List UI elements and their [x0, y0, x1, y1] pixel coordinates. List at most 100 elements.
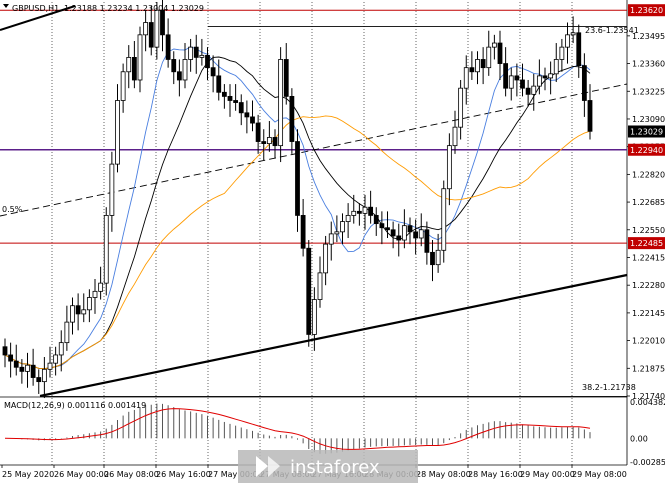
candle-body — [362, 206, 368, 214]
price-tick-label: 1.21740 — [632, 392, 665, 401]
mid-trendline — [0, 83, 628, 217]
candle-body — [233, 100, 239, 103]
price-badge — [628, 125, 665, 138]
chart-menu-icon[interactable] — [3, 4, 9, 8]
ohlc-label: 1.23188 1.23234 1.23004 1.23029 — [64, 4, 204, 13]
candle-body — [446, 145, 452, 190]
time-tick-label: 27 May 00:00 — [208, 470, 263, 479]
time-tick-label: 28 May 08:00 — [416, 470, 471, 479]
candle-body — [435, 249, 441, 266]
candle-body — [565, 34, 570, 48]
candle-body — [182, 59, 188, 81]
time-tick-label: 26 May 00:00 — [54, 470, 109, 479]
candle-body — [70, 305, 75, 323]
candle-body — [58, 342, 64, 356]
candle-body — [64, 321, 70, 344]
candle-body — [30, 364, 36, 378]
price-tick-label: 1.22550 — [632, 226, 665, 235]
price-badge-label: 1.23620 — [630, 6, 663, 15]
candle-body — [463, 67, 469, 89]
candle-body — [570, 32, 576, 36]
candle-body — [295, 141, 300, 216]
candle-body — [407, 225, 413, 233]
candle-body — [458, 87, 464, 128]
candle-body — [497, 42, 503, 64]
candle-body — [41, 368, 47, 383]
macd-signal-line — [4, 408, 591, 450]
candle-body — [255, 122, 261, 142]
candle-body — [221, 91, 227, 97]
candle-body — [469, 67, 475, 73]
fib-left-label: 0.5% — [2, 205, 23, 214]
watermark: instaforex — [238, 450, 418, 483]
candle-body — [148, 22, 154, 48]
candle-body — [109, 163, 115, 216]
time-tick-label: 29 May 08:00 — [572, 470, 627, 479]
candle-body — [19, 366, 25, 372]
candle-body — [261, 141, 267, 144]
candle-body — [373, 215, 379, 225]
candle-body — [323, 243, 329, 274]
candle-body — [368, 206, 374, 216]
candle-body — [8, 354, 14, 362]
candle-body — [216, 75, 222, 93]
candle-body — [491, 42, 497, 48]
candle-body — [176, 71, 182, 81]
candle-body — [188, 46, 194, 60]
candle-body — [103, 215, 109, 284]
candle-body — [430, 251, 435, 266]
candle-body — [227, 95, 233, 101]
time-tick-label: 29 May 00:00 — [520, 470, 575, 479]
candle-body — [160, 9, 165, 36]
candle-body — [559, 46, 565, 60]
candle-body — [396, 235, 402, 241]
candle-body — [503, 63, 509, 89]
candle-body — [53, 354, 59, 364]
candle-body — [581, 65, 587, 101]
candle-body — [441, 188, 447, 251]
candle-body — [531, 85, 537, 95]
candle-body — [340, 221, 345, 233]
ma-orange — [4, 115, 591, 370]
candle-body — [36, 377, 42, 383]
candle-body — [328, 233, 334, 245]
candle-body — [548, 73, 554, 79]
price-badge — [628, 237, 665, 250]
candle-body — [356, 210, 362, 214]
candle-body — [385, 227, 390, 231]
candle-body — [300, 215, 306, 249]
time-tick-label: 28 May 16:00 — [468, 470, 523, 479]
upper-trendline — [0, 5, 76, 31]
fib-top-label: 23.6-1.23541 — [585, 26, 639, 35]
candle-body — [587, 100, 593, 132]
candle-body — [424, 229, 430, 253]
candle-body — [345, 215, 351, 222]
macd-label: MACD(12,26,9) 0.001116 0.001419 — [4, 401, 146, 410]
candle-body — [193, 46, 199, 58]
price-tick-label: 1.21875 — [632, 364, 665, 373]
lower-trendline — [39, 273, 628, 398]
candle-body — [334, 231, 340, 235]
candle-body — [199, 54, 205, 58]
candle-body — [143, 22, 149, 36]
chart-header: GBPUSD,H1 1.23188 1.23234 1.23004 1.2302… — [3, 4, 204, 13]
candle-body — [205, 54, 210, 69]
candle-body — [289, 95, 295, 142]
price-tick-label: 1.23495 — [632, 32, 665, 41]
candle-body — [81, 309, 87, 315]
time-tick-label: 25 May 2020 — [2, 470, 54, 479]
candle-body — [131, 57, 137, 81]
candle-body — [475, 59, 480, 73]
candle-body — [390, 229, 396, 237]
candle-body — [98, 282, 104, 292]
price-tick-label: 1.22415 — [632, 253, 665, 262]
candle-body — [250, 116, 255, 124]
instaforex-logo-icon — [256, 456, 280, 477]
candle-body — [413, 231, 419, 239]
time-tick-label: 26 May 08:00 — [104, 470, 159, 479]
candle-body — [210, 67, 216, 77]
candle-body — [154, 9, 160, 48]
price-badge — [628, 4, 665, 17]
candle-body — [520, 79, 525, 89]
